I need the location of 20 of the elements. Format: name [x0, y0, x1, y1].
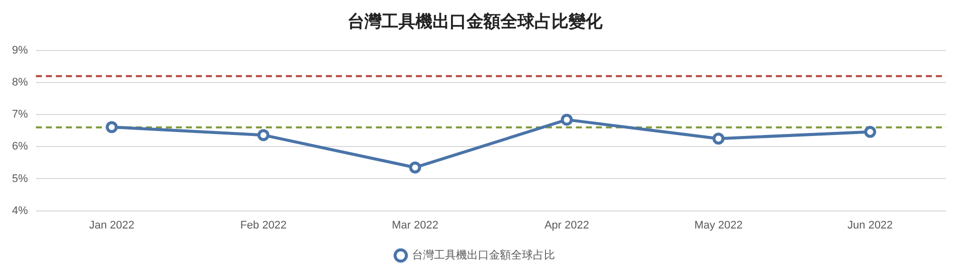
x-tick-label: Mar 2022 — [392, 219, 438, 232]
chart-title: 台灣工具機出口金額全球占比變化 — [348, 12, 604, 31]
point — [257, 129, 270, 142]
y-tick-label: 8% — [12, 76, 28, 89]
point — [560, 114, 573, 126]
y-tick-label: 5% — [12, 172, 28, 185]
point — [106, 121, 118, 134]
legend-label: 台灣工具機出口金額全球占比 — [412, 248, 555, 262]
y-tick-label: 7% — [12, 108, 28, 121]
point — [409, 161, 422, 174]
x-tick-label: Feb 2022 — [240, 219, 287, 232]
x-tick-label: Jun 2022 — [848, 219, 893, 232]
point — [864, 126, 876, 138]
y-tick-label: 4% — [12, 204, 28, 217]
y-tick-label: 6% — [12, 140, 28, 153]
point — [712, 132, 724, 145]
x-tick-label: May 2022 — [694, 219, 743, 232]
y-tick-label: 9% — [12, 44, 28, 56]
x-tick-label: Jan 2022 — [89, 219, 134, 232]
x-tick-label: Apr 2022 — [544, 219, 590, 232]
